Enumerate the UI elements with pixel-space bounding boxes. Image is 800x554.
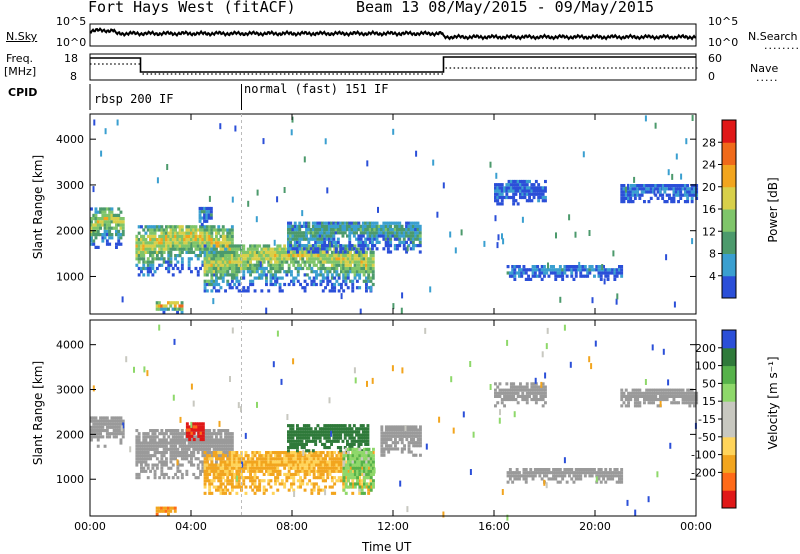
power-colorbar-segment [722, 231, 736, 254]
power-colorbar-segment [722, 120, 736, 143]
velocity-ytick-label: 2000 [56, 428, 84, 441]
freq-unit-label: [MHz] [4, 65, 37, 78]
power-region-5 [287, 221, 422, 254]
power-ytick-label: 4000 [56, 133, 84, 146]
power-colorbar-segment [722, 275, 736, 299]
radar-title: Fort Hays West (fitACF) [88, 0, 296, 16]
n-search-tick-high: 10^5 [708, 15, 739, 28]
velocity-region-6 [342, 447, 375, 495]
freq-line [90, 56, 696, 73]
power-heatmap [90, 115, 699, 315]
power-colorbar-segment [722, 253, 736, 277]
velocity-colorbar-segment [722, 472, 736, 491]
velocity-colorbar-segment [722, 365, 736, 384]
beam-info: Beam 13 08/May/2015 - 09/May/2015 [356, 0, 655, 16]
x-tick-label: 00:00 [74, 520, 106, 533]
nave-label: Nave [750, 62, 779, 75]
x-tick-label: 04:00 [175, 520, 207, 533]
n-sky-tick-high: 10^5 [56, 15, 87, 28]
power-ytick-label: 3000 [56, 179, 84, 192]
velocity-region-9 [494, 382, 547, 408]
velocity-colorbar-segment [722, 490, 736, 509]
power-region-0 [90, 207, 125, 249]
velocity-colorbar-tick-label: 200 [695, 342, 716, 355]
freq-tick-low: 8 [70, 70, 77, 83]
x-tick-label: 08:00 [276, 520, 308, 533]
power-ylabel: Slant Range [km] [31, 154, 45, 260]
power-ytick-label: 2000 [56, 225, 84, 238]
velocity-colorbar-segment [722, 454, 736, 473]
velocity-colorbar-tick-label: 15 [702, 395, 716, 408]
power-colorbar-tick-label: 20 [702, 181, 716, 194]
power-colorbar-segment [722, 186, 736, 210]
x-axis-label: Time UT [362, 540, 412, 554]
velocity-colorbar-tick-label: -200 [691, 466, 716, 479]
power-colorbar-tick-label: 24 [702, 159, 716, 172]
velocity-ytick-label: 1000 [56, 473, 84, 486]
power-colorbar-segment [722, 164, 736, 188]
nave-dotted-line [90, 63, 698, 75]
freq-label: Freq. [6, 52, 34, 65]
velocity-ytick-label: 3000 [56, 384, 84, 397]
velocity-colorbar-segment [722, 383, 736, 402]
nave-tick-high: 60 [708, 52, 722, 65]
velocity-region-5 [287, 424, 370, 453]
n-sky-label: N.Sky [6, 30, 38, 43]
velocity-cbar-label: Velocity [m s⁻¹] [766, 356, 780, 450]
velocity-region-10 [620, 388, 699, 408]
power-cbar-label: Power [dB] [766, 177, 780, 243]
x-tick-label: 12:00 [377, 520, 409, 533]
velocity-colorbar-segment [722, 419, 736, 438]
freq-tick-high: 18 [64, 52, 78, 65]
x-tick-label: 20:00 [579, 520, 611, 533]
velocity-heatmap [90, 324, 699, 521]
velocity-region-3 [155, 506, 177, 516]
velocity-colorbar-tick-label: 100 [695, 360, 716, 373]
velocity-colorbar-tick-label: -15 [698, 413, 716, 426]
power-colorbar-tick-label: 16 [702, 203, 716, 216]
power-colorbar-tick-label: 8 [709, 248, 716, 261]
cpid-mode-2: normal (fast) 151 IF [244, 82, 389, 96]
x-tick-label: 00:00 [680, 520, 712, 533]
velocity-region-2 [185, 422, 205, 442]
n-search-tick-low: 10^0 [708, 36, 739, 49]
power-region-2 [198, 206, 213, 227]
velocity-colorbar-tick-label: -100 [691, 449, 716, 462]
velocity-colorbar-segment [722, 436, 736, 456]
velocity-colorbar-segment [722, 330, 736, 349]
x-tick-label: 16:00 [478, 520, 510, 533]
speckle-noise [92, 324, 697, 521]
power-colorbar-tick-label: 12 [702, 225, 716, 238]
velocity-region-7 [380, 425, 422, 457]
velocity-region-8 [506, 468, 624, 484]
velocity-ylabel: Slant Range [km] [31, 360, 45, 466]
power-region-7 [494, 179, 547, 206]
velocity-colorbar-segment [722, 401, 736, 420]
n-sky-tick-low: 10^0 [56, 36, 87, 49]
nave-line-key: ····· [756, 74, 779, 87]
power-region-8 [620, 184, 699, 204]
power-colorbar-tick-label: 28 [702, 136, 716, 149]
speckle-noise [90, 115, 694, 315]
freq-panel-frame [89, 53, 697, 81]
nave-tick-low: 0 [708, 70, 715, 83]
power-region-3 [155, 301, 184, 314]
noise-sky-line [89, 27, 697, 41]
power-colorbar-tick-label: 4 [709, 270, 716, 283]
noise-panel-frame [89, 23, 697, 47]
power-colorbar-segment [722, 209, 736, 232]
velocity-colorbar-segment [722, 347, 736, 367]
velocity-colorbar-tick-label: -50 [698, 431, 716, 444]
n-search-label: N.Search [748, 30, 798, 43]
cpid-mode-1: rbsp 200 IF [94, 92, 174, 106]
power-region-6 [506, 265, 624, 281]
velocity-region-0 [90, 416, 125, 448]
power-ytick-label: 1000 [56, 270, 84, 283]
cpid-label: CPID [8, 86, 38, 99]
power-colorbar-segment [722, 142, 736, 165]
n-search-line-key: ········ [764, 42, 800, 55]
velocity-colorbar-tick-label: 50 [702, 377, 716, 390]
velocity-ytick-label: 4000 [56, 339, 84, 352]
